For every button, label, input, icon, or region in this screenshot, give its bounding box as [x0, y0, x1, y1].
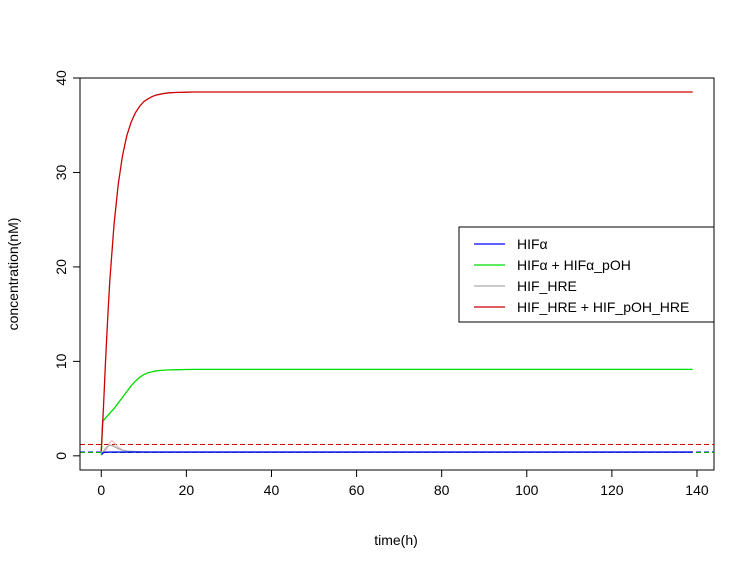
x-axis-label: time(h): [374, 532, 418, 548]
x-tick-label: 80: [434, 482, 450, 498]
y-tick-label: 10: [53, 353, 69, 369]
y-tick-label: 0: [53, 452, 69, 460]
legend: HIFα HIFα + HIFα_pOH HIF_HRE HIF_HRE + HIF_…: [458, 226, 715, 323]
y-tick-label: 30: [53, 164, 69, 180]
x-tick-label: 100: [515, 482, 539, 498]
x-tick-label: 0: [97, 482, 105, 498]
x-tick-label: 120: [600, 482, 624, 498]
x-tick-label: 20: [179, 482, 195, 498]
y-tick-label: 40: [53, 70, 69, 86]
y-axis: 0 10 20 30 40: [53, 70, 81, 460]
legend-label: HIFα + HIFα_pOH: [517, 257, 631, 273]
y-tick-label: 20: [53, 259, 69, 275]
series-line: [100, 444, 693, 456]
legend-box: [458, 226, 715, 323]
series-line: [100, 368, 693, 455]
legend-label: HIF_HRE: [517, 278, 577, 294]
legend-label: HIF_HRE + HIF_pOH_HRE: [517, 299, 689, 315]
x-axis: 0 20 40 60 80 100 120 140: [97, 469, 709, 498]
series-line: [100, 451, 693, 456]
x-tick-label: 140: [685, 482, 709, 498]
legend-label: HIFα: [517, 236, 548, 252]
reference-lines: [80, 443, 714, 454]
series-lines: [100, 91, 693, 456]
x-tick-label: 60: [349, 482, 365, 498]
x-tick-label: 40: [264, 482, 280, 498]
y-axis-label: concentration(nM): [5, 218, 21, 331]
transient-bump-line: [105, 440, 123, 452]
series-line: [100, 91, 693, 452]
